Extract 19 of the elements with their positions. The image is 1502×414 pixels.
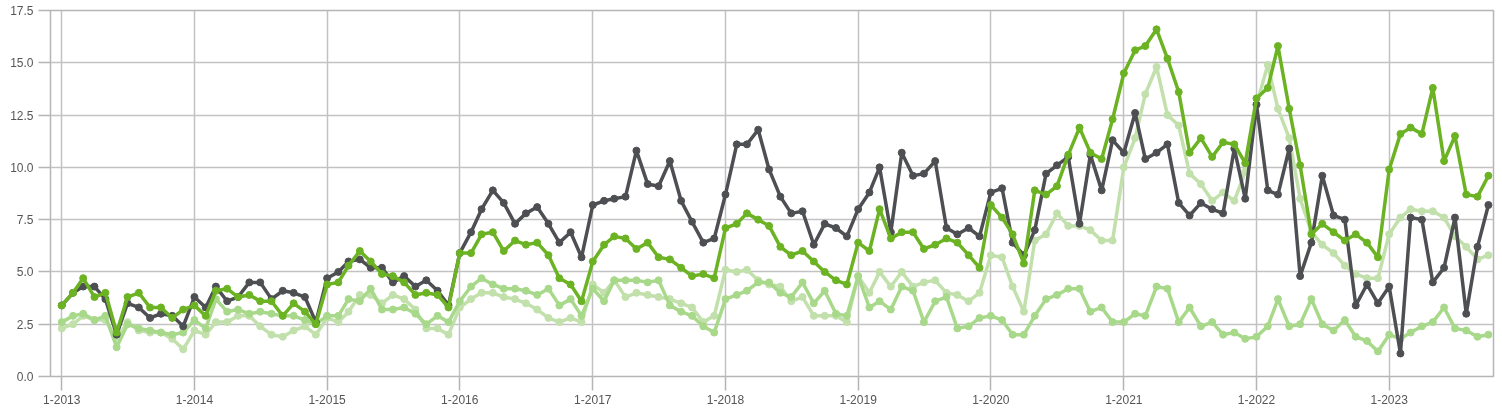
y-tick-label: 10.0 bbox=[10, 160, 34, 175]
x-tick-label: 1-2020 bbox=[972, 392, 1010, 407]
x-tick-label: 1-2013 bbox=[43, 392, 81, 407]
x-tick-label: 1-2018 bbox=[706, 392, 745, 407]
y-tick-label: 17.5 bbox=[10, 4, 34, 18]
x-tick-label: 1-2014 bbox=[175, 392, 214, 407]
y-tick-label: 5.0 bbox=[16, 265, 34, 280]
y-tick-label: 12.5 bbox=[10, 108, 34, 123]
x-tick-label: 1-2016 bbox=[441, 392, 479, 407]
y-tick-label: 15.0 bbox=[10, 56, 34, 71]
y-tick-label: 0.0 bbox=[16, 370, 34, 384]
x-tick-label: 1-2017 bbox=[574, 392, 612, 407]
y-tick-label: 2.5 bbox=[16, 317, 34, 332]
x-tick-label: 1-2019 bbox=[839, 392, 878, 407]
x-tick-label: 1-2021 bbox=[1105, 392, 1143, 407]
x-tick-label: 1-2023 bbox=[1370, 392, 1409, 407]
x-tick-label: 1-2015 bbox=[308, 392, 347, 407]
x-tick-label: 1-2022 bbox=[1237, 392, 1276, 407]
y-tick-label: 7.5 bbox=[16, 213, 34, 228]
